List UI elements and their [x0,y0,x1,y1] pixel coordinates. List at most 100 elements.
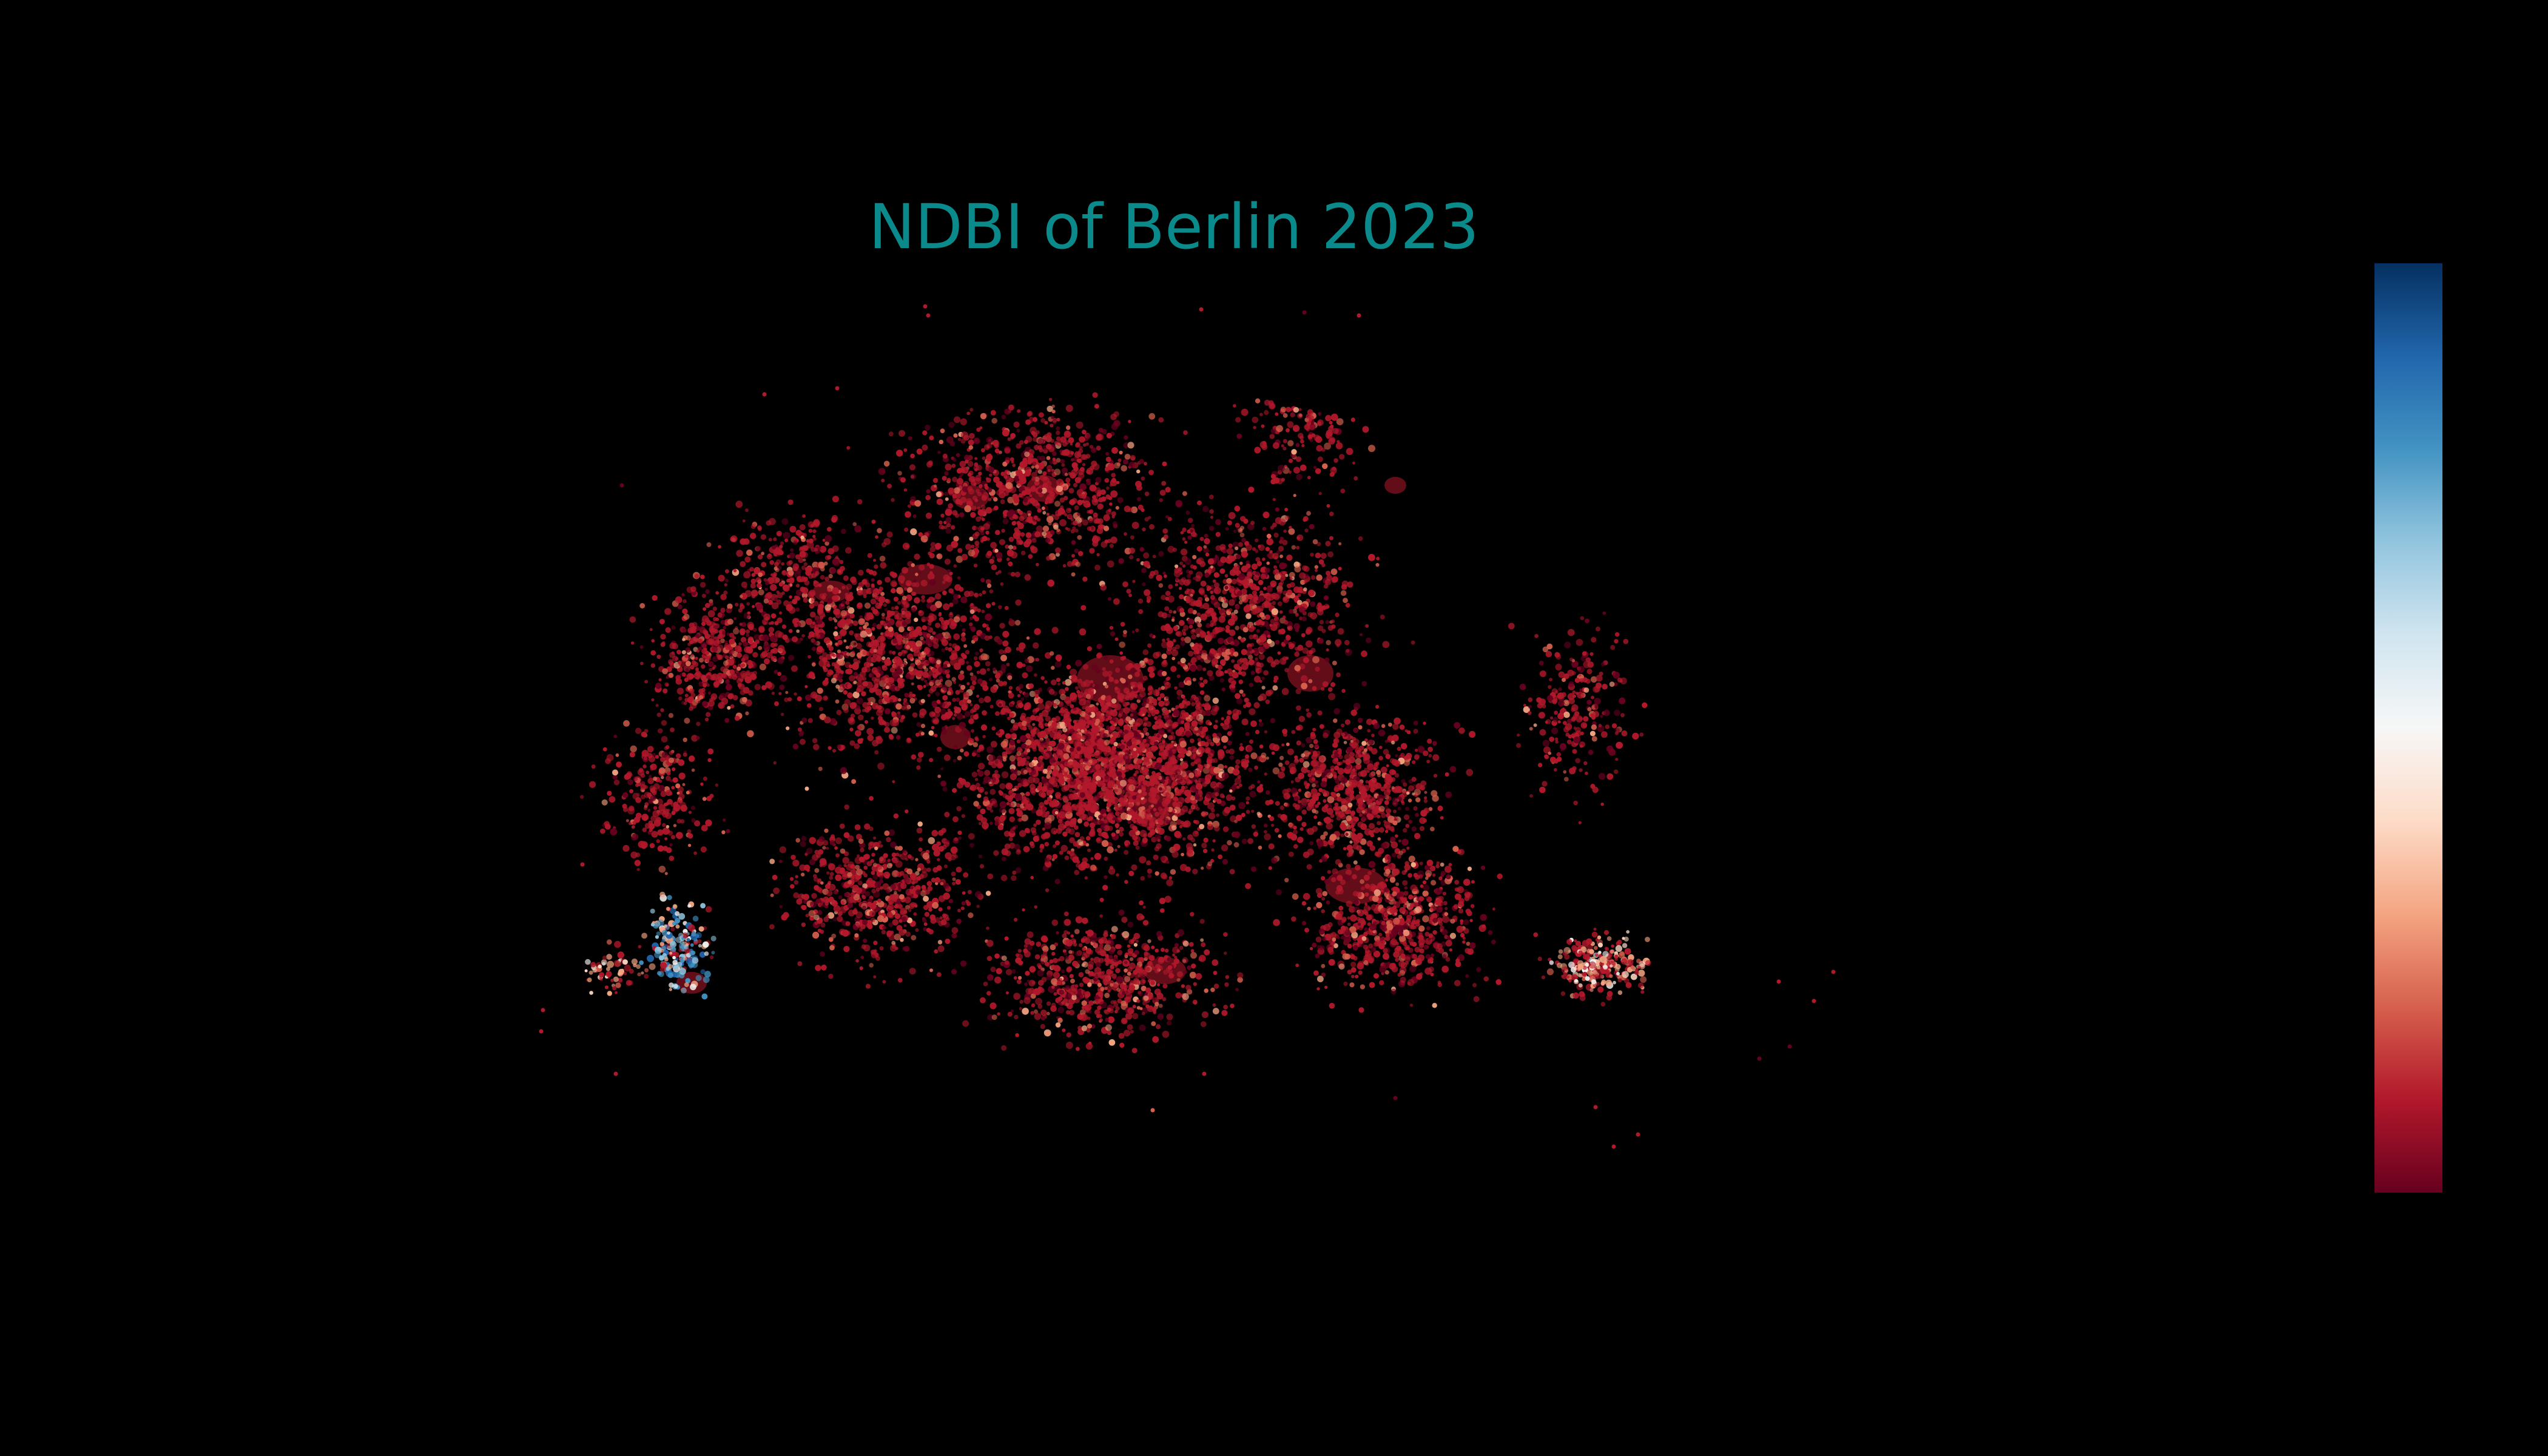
ndbi-point [1033,515,1038,521]
ndbi-point [940,767,944,770]
ndbi-point [1128,462,1136,468]
ndbi-point [942,695,948,701]
ndbi-point [1001,856,1006,861]
ndbi-point [929,604,937,612]
ndbi-point [1014,843,1020,850]
ndbi-point [1017,409,1021,413]
ndbi-point [1141,568,1147,573]
ndbi-point [1022,796,1027,801]
ndbi-point [1170,666,1177,672]
ndbi-point [1044,723,1048,727]
ndbi-point [1002,630,1009,638]
ndbi-point [1278,762,1283,767]
ndbi-point [974,457,978,460]
ndbi-point [1253,702,1260,709]
ndbi-point [1056,417,1060,422]
ndbi-point [1187,618,1194,625]
ndbi-point [891,498,895,502]
ndbi-point [942,786,948,792]
ndbi-point [999,791,1004,796]
ndbi-point [1094,498,1098,503]
ndbi-point [1294,652,1299,657]
ndbi-point [975,527,979,530]
ndbi-point [948,642,952,647]
ndbi-point [984,769,991,777]
ndbi-point [987,873,994,880]
ndbi-point [1142,649,1149,655]
ndbi-point [838,659,845,666]
ndbi-point [1131,681,1138,688]
ndbi-point [897,471,902,476]
ndbi-point [849,675,855,682]
ndbi-point [1017,761,1021,765]
ndbi-point [1065,679,1072,686]
ndbi-point [801,634,805,638]
ndbi-point [1073,678,1077,681]
ndbi-point [904,527,909,532]
ndbi-point [1082,706,1086,710]
ndbi-point [1120,622,1125,627]
ndbi-point [1330,568,1338,575]
ndbi-point [1131,522,1139,529]
ndbi-point [845,645,849,649]
ndbi-point [959,512,965,517]
ndbi-point [1088,712,1092,716]
ndbi-point [1047,579,1055,587]
ndbi-point [1006,801,1010,806]
ndbi-point [1221,844,1228,852]
ndbi-point [1131,864,1138,871]
ndbi-point [1105,747,1108,750]
ndbi-point [1213,767,1221,774]
ndbi-point [856,697,863,704]
ndbi-point [1022,672,1028,679]
ndbi-point [1070,704,1074,709]
ndbi-point [1202,667,1207,672]
ndbi-point [1296,660,1300,664]
ndbi-point [936,699,941,704]
ndbi-point [1159,490,1166,496]
ndbi-point [880,645,885,650]
ndbi-point [1076,458,1081,463]
ndbi-point [1128,871,1134,877]
ndbi-point [1104,775,1110,780]
ndbi-point [1266,757,1269,760]
ndbi-point [1264,772,1267,776]
ndbi-point [1093,519,1098,524]
ndbi-point [846,446,851,450]
ndbi-point [1108,597,1111,601]
ndbi-point [1209,509,1214,514]
ndbi-point [1092,777,1096,781]
ndbi-point [1061,480,1065,484]
ndbi-point [786,726,790,730]
ndbi-point [1194,726,1199,731]
ndbi-point [1037,508,1042,513]
ndbi-point [949,602,954,607]
ndbi-point [1088,740,1095,747]
ndbi-point [1094,684,1100,690]
ndbi-point [1173,797,1179,802]
ndbi-point [873,678,880,686]
ndbi-point [992,440,999,447]
ndbi-point [881,656,886,661]
ndbi-point [1006,662,1010,667]
ndbi-point [1208,812,1216,820]
ndbi-point [980,413,987,420]
ndbi-point [909,698,915,704]
ndbi-point [1181,637,1185,641]
ndbi-scatter-map [539,304,1836,1149]
ndbi-point [1026,749,1031,753]
ndbi-point [1057,729,1062,735]
ndbi-point [1250,784,1255,789]
ndbi-point [1231,659,1235,663]
ndbi-point [1168,876,1173,880]
ndbi-point [1048,741,1053,746]
ndbi-point [933,719,938,724]
ndbi-point [1269,550,1273,554]
ndbi-point [1069,747,1074,752]
ndbi-point [934,484,937,488]
ndbi-point [1065,820,1070,826]
ndbi-point [1074,528,1079,533]
ndbi-point [1094,852,1102,860]
ndbi-point [1151,789,1158,796]
ndbi-point [1018,510,1023,515]
